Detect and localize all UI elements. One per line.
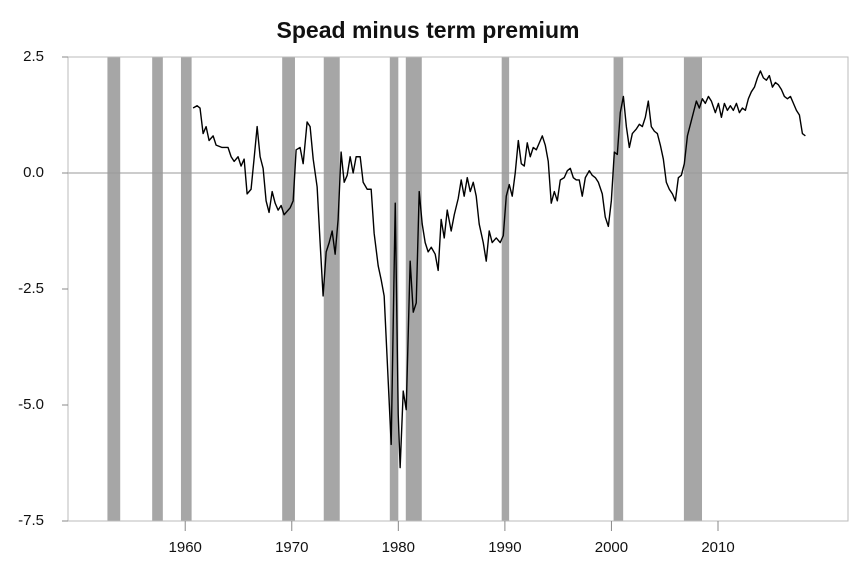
recession-band bbox=[152, 57, 163, 521]
y-tick-label: 2.5 bbox=[23, 48, 44, 65]
y-tick-label: -5.0 bbox=[18, 396, 44, 413]
recession-band bbox=[107, 57, 121, 521]
x-tick-label: 2000 bbox=[595, 539, 628, 556]
y-tick-label: -7.5 bbox=[18, 512, 44, 529]
x-tick-label: 1980 bbox=[382, 539, 415, 556]
y-tick-label: 0.0 bbox=[23, 164, 44, 181]
recession-band bbox=[323, 57, 340, 521]
recession-band bbox=[180, 57, 192, 521]
chart-title: Spead minus term premium bbox=[277, 17, 580, 43]
recession-band bbox=[282, 57, 295, 521]
recession-band bbox=[683, 57, 703, 521]
recession-band bbox=[501, 57, 510, 521]
recession-band bbox=[613, 57, 624, 521]
recession-band bbox=[405, 57, 422, 521]
x-tick-label: 1970 bbox=[275, 539, 308, 556]
y-tick-label: -2.5 bbox=[18, 280, 44, 297]
x-tick-label: 2010 bbox=[701, 539, 734, 556]
x-tick-label: 1990 bbox=[488, 539, 521, 556]
data-line bbox=[192, 70, 806, 469]
x-tick-label: 1960 bbox=[169, 539, 202, 556]
